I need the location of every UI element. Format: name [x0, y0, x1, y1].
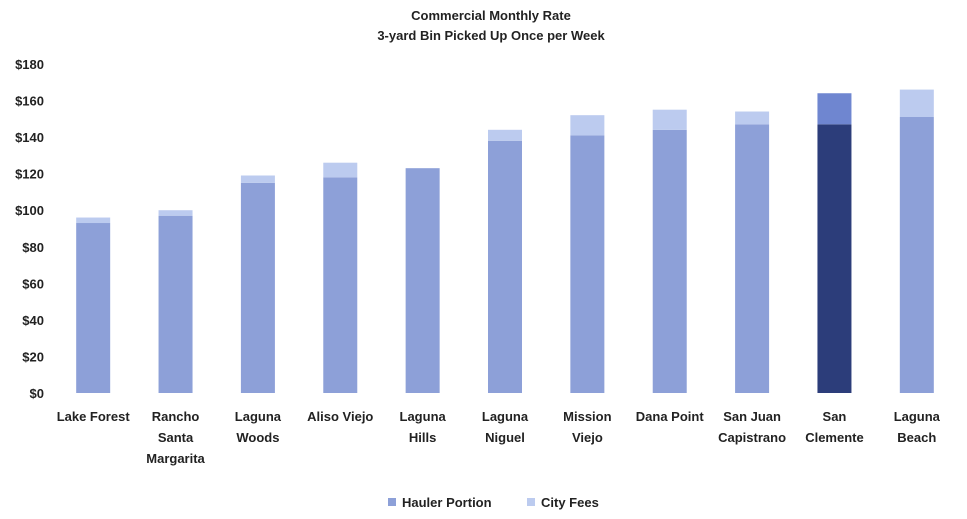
y-tick-label: $100 [15, 203, 44, 218]
x-category-label: Laguna Woods [235, 409, 282, 445]
x-category-label: Aliso Viejo [307, 409, 373, 424]
bar-city-fees [323, 162, 358, 178]
x-category-label: Mission Viejo [563, 409, 611, 445]
legend-label-hauler-portion: Hauler Portion [402, 495, 492, 510]
chart-title-line-1: Commercial Monthly Rate [411, 8, 571, 23]
bar-city-fees [652, 109, 687, 130]
bar-hauler-portion [240, 182, 275, 393]
y-tick-label: $20 [22, 349, 44, 364]
legend-swatch-city-fees [527, 498, 535, 506]
bar-city-fees [570, 115, 605, 136]
bar-hauler-portion [323, 177, 358, 393]
legend: Hauler Portion City Fees [388, 495, 599, 510]
x-category-label: San Clemente [805, 409, 864, 445]
x-category-label: Laguna Beach [894, 409, 941, 445]
y-tick-label: $80 [22, 240, 44, 255]
legend-label-city-fees: City Fees [541, 495, 599, 510]
bar-hauler-portion [405, 168, 440, 393]
x-category-label: Rancho Santa Margarita [146, 409, 205, 466]
bar-hauler-portion [735, 124, 770, 394]
bar-hauler-portion [488, 140, 522, 393]
bar-city-fees [240, 175, 275, 183]
bar-city-fees [76, 217, 111, 224]
bar-hauler-portion [652, 129, 687, 394]
bar-city-fees [158, 210, 193, 216]
bar-hauler-portion [158, 215, 193, 393]
bar-city-fees [488, 129, 522, 141]
x-category-label: Laguna Hills [400, 409, 447, 445]
x-category-label: Laguna Niguel [482, 409, 529, 445]
x-category-label: Lake Forest [57, 409, 131, 424]
legend-swatch-hauler-portion [388, 498, 396, 506]
y-tick-label: $180 [15, 57, 44, 72]
y-tick-label: $120 [15, 167, 44, 182]
y-tick-label: $160 [15, 94, 44, 109]
x-axis: Lake Forest Rancho Santa Margarita Laguna Woo… [57, 409, 941, 466]
y-tick-label: $140 [15, 130, 44, 145]
bar-hauler-portion [817, 124, 852, 394]
bar-hauler-portion [899, 117, 934, 393]
bar-city-fees [899, 89, 934, 118]
bar-hauler-portion [76, 223, 111, 393]
x-category-label: Dana Point [636, 409, 705, 424]
x-category-label: San Juan Capistrano [718, 409, 786, 445]
y-tick-label: $60 [22, 276, 44, 291]
bar-hauler-portion [570, 135, 605, 394]
bars-layer [76, 89, 934, 394]
y-tick-label: $40 [22, 313, 44, 328]
y-tick-label: $0 [30, 386, 44, 401]
bar-city-fees [735, 111, 770, 125]
bar-city-fees [817, 93, 852, 125]
y-axis: $0 $20 $40 $60 $80 $100 $120 $140 $160 $180 [15, 57, 44, 401]
chart-title-line-2: 3-yard Bin Picked Up Once per Week [377, 28, 605, 43]
